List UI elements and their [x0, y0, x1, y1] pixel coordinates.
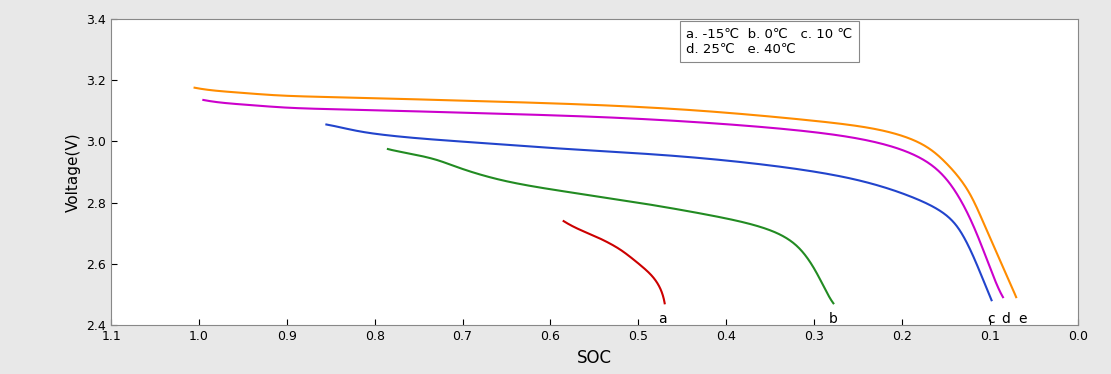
Text: e: e [1018, 312, 1027, 326]
X-axis label: SOC: SOC [577, 349, 612, 367]
Y-axis label: Voltage(V): Voltage(V) [66, 132, 81, 212]
Text: a. -15℃  b. 0℃   c. 10 ℃
d. 25℃   e. 40℃: a. -15℃ b. 0℃ c. 10 ℃ d. 25℃ e. 40℃ [687, 28, 852, 56]
Text: c: c [988, 312, 995, 326]
Text: b: b [829, 312, 838, 326]
Text: d: d [1001, 312, 1010, 326]
Text: a: a [659, 312, 668, 326]
